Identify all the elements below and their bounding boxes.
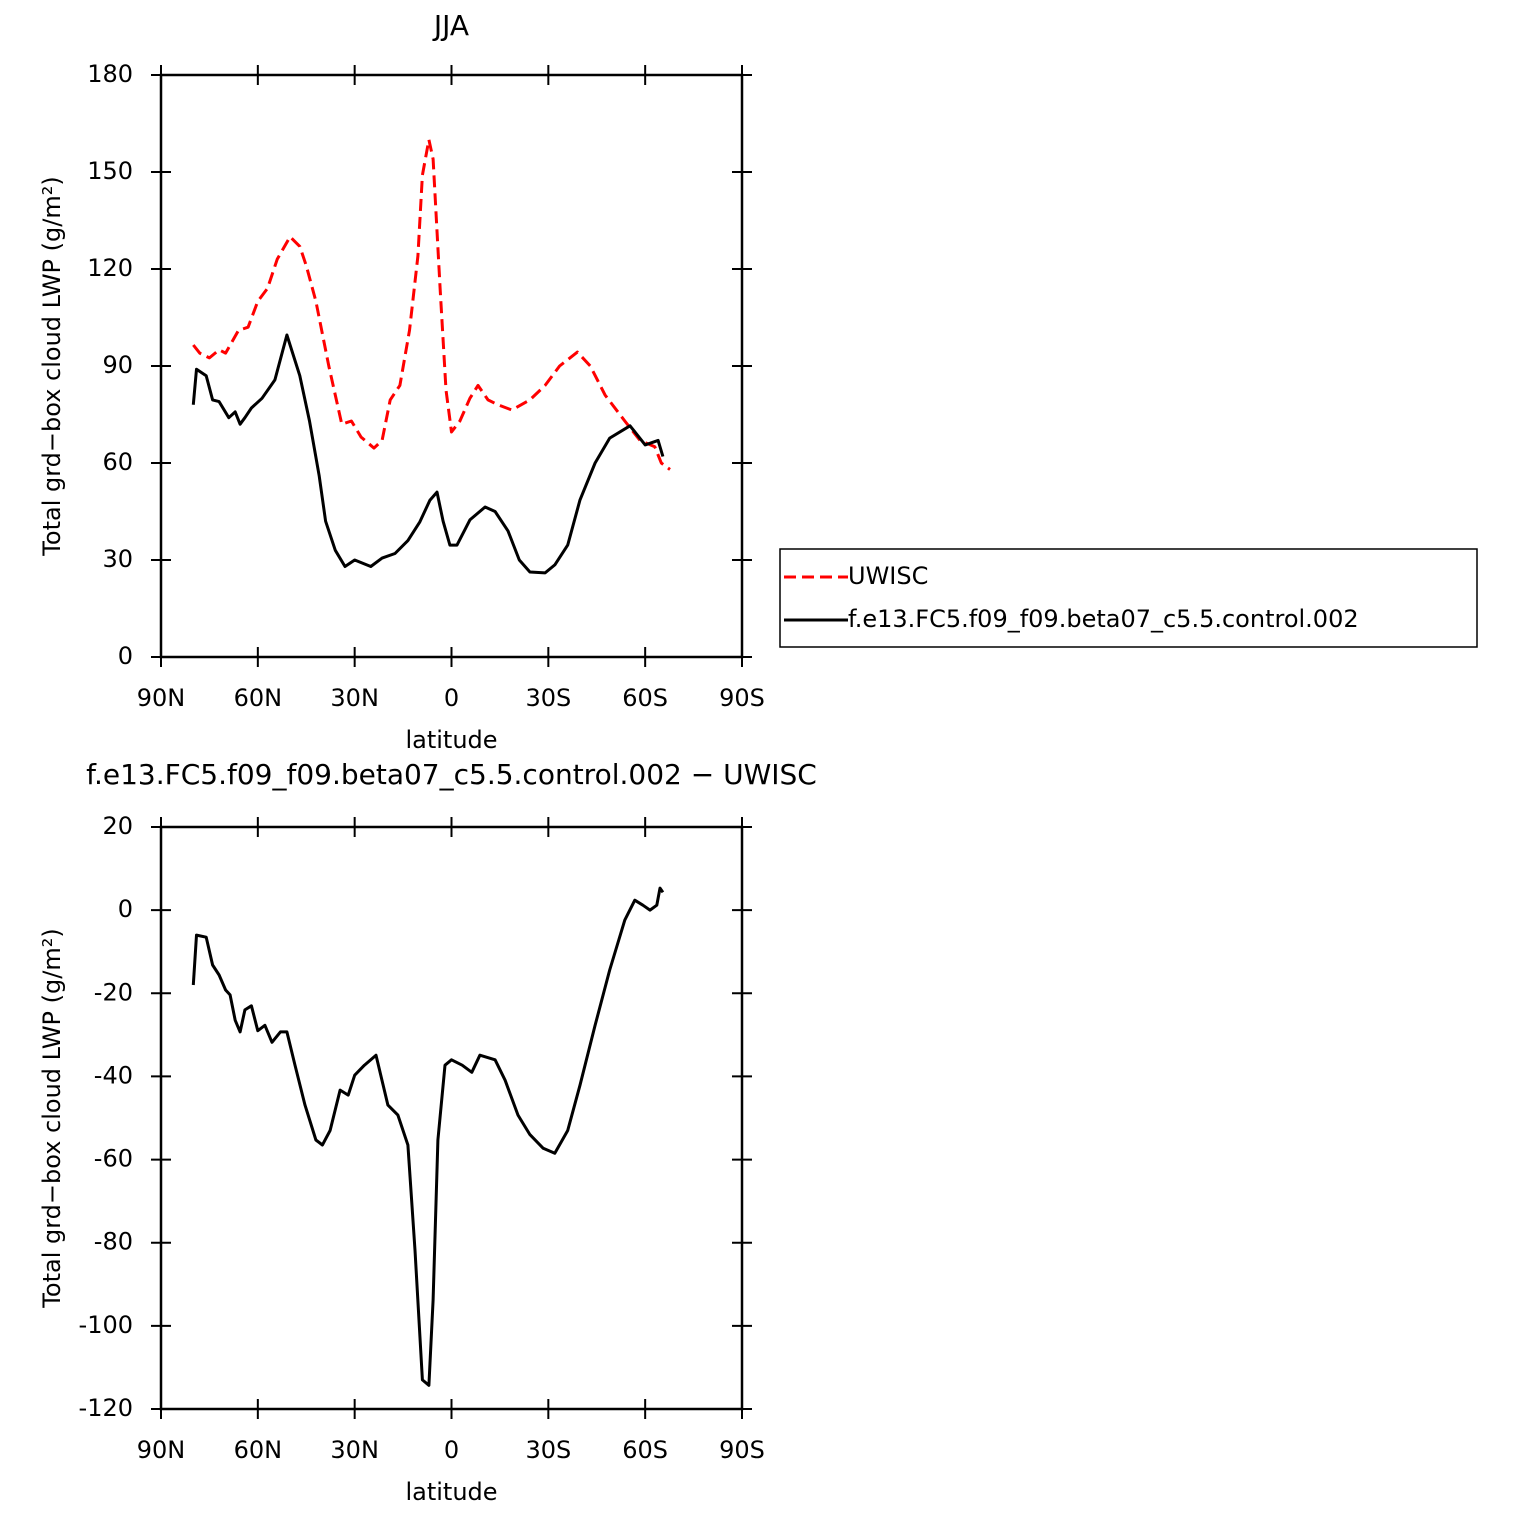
x-axis-label: latitude	[405, 726, 497, 754]
plot-frame	[159, 73, 744, 659]
x-tick-label: 30N	[330, 1436, 379, 1464]
y-tick-label: -120	[79, 1394, 133, 1422]
x-tick-label: 60N	[234, 684, 283, 712]
x-tick-label: 0	[444, 684, 459, 712]
data-line	[191, 333, 665, 575]
data-line	[191, 886, 665, 1387]
y-tick-label: -20	[94, 978, 133, 1006]
x-tick-label: 60S	[622, 684, 668, 712]
y-tick-label: 180	[87, 60, 133, 88]
y-tick-label: -80	[94, 1228, 133, 1256]
x-tick-label: 90S	[719, 1436, 765, 1464]
y-tick-label: 120	[87, 254, 133, 282]
y-axis-label: Total grd−box cloud LWP (g/m²)	[38, 176, 66, 556]
y-tick-label: -40	[94, 1061, 133, 1089]
y-tick-label: 60	[102, 448, 133, 476]
x-tick-label: 60S	[622, 1436, 668, 1464]
y-tick-label: 0	[118, 895, 133, 923]
y-tick-label: 90	[102, 351, 133, 379]
x-tick-label: 30N	[330, 684, 379, 712]
y-tick-label: 30	[102, 545, 133, 573]
chart-title: f.e13.FC5.f09_f09.beta07_c5.5.control.00…	[86, 758, 817, 791]
x-tick-label: 30S	[525, 684, 571, 712]
legend-label: f.e13.FC5.f09_f09.beta07_c5.5.control.00…	[848, 605, 1359, 633]
y-tick-label: 150	[87, 157, 133, 185]
y-tick-label: -100	[79, 1311, 133, 1339]
x-axis-label: latitude	[405, 1478, 497, 1506]
plot-frame	[159, 825, 744, 1411]
y-tick-label: 0	[118, 642, 133, 670]
y-tick-label: -60	[94, 1145, 133, 1173]
x-tick-label: 90S	[719, 684, 765, 712]
y-tick-label: 20	[102, 812, 133, 840]
x-tick-label: 60N	[234, 1436, 283, 1464]
y-axis-label: Total grd−box cloud LWP (g/m²)	[38, 928, 66, 1308]
legend-label: UWISC	[848, 562, 928, 590]
data-line	[192, 138, 671, 471]
legend: UWISC f.e13.FC5.f09_f09.beta07_c5.5.contr…	[779, 548, 1478, 648]
x-tick-label: 90N	[137, 1436, 186, 1464]
legend-box	[779, 548, 1478, 648]
x-tick-label: 90N	[137, 684, 186, 712]
chart-title: JJA	[432, 9, 469, 42]
x-tick-label: 30S	[525, 1436, 571, 1464]
x-tick-label: 0	[444, 1436, 459, 1464]
